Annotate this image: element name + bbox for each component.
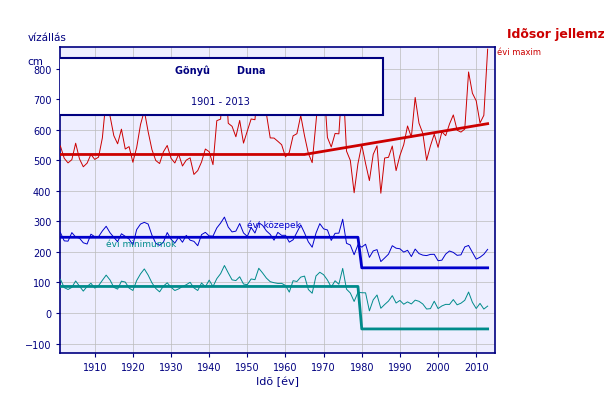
- FancyBboxPatch shape: [59, 59, 383, 115]
- Text: Idõsor jellemzök alakulása: Idõsor jellemzök alakulása: [507, 28, 604, 41]
- Text: Gönyû        Duna: Gönyû Duna: [175, 66, 266, 76]
- X-axis label: Idõ [év]: Idõ [év]: [256, 376, 300, 387]
- Text: évi maxim: évi maxim: [497, 48, 541, 57]
- Text: vízállás: vízállás: [28, 33, 66, 43]
- Text: évi közepek: évi közepek: [247, 220, 301, 229]
- Text: cm: cm: [28, 57, 43, 67]
- Text: 1901 - 2013: 1901 - 2013: [191, 97, 250, 106]
- Text: évi minimumok: évi minimumok: [106, 240, 176, 249]
